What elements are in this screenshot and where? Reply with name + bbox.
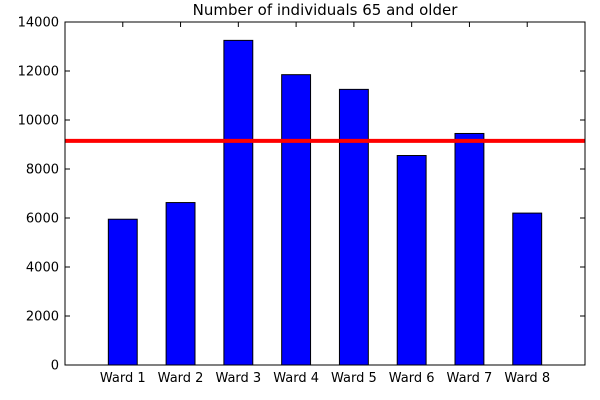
- y-tick-label: 8000: [26, 163, 59, 178]
- x-tick-label: Ward 2: [158, 371, 204, 386]
- bar-series: [107, 39, 543, 366]
- bar-ward-5: [338, 88, 369, 366]
- x-tick-label: Ward 7: [447, 371, 493, 386]
- y-tick-label: 6000: [26, 212, 59, 227]
- bar-ward-7: [454, 132, 485, 366]
- bar-ward-6: [396, 155, 427, 366]
- bar-ward-3: [223, 39, 254, 366]
- y-axis: 0 2000 4000 6000 8000 10000 12000 14000: [18, 16, 585, 374]
- y-tick-label: 14000: [18, 16, 59, 31]
- bar-ward-8: [512, 212, 543, 366]
- x-axis: Ward 1 Ward 2 Ward 3 Ward 4 Ward 5 Ward 6 Ward…: [100, 22, 550, 386]
- y-tick-label: 4000: [26, 261, 59, 276]
- bar-ward-4: [281, 74, 312, 366]
- x-tick-label: Ward 5: [331, 371, 377, 386]
- y-tick-label: 12000: [18, 65, 59, 80]
- x-tick-label: Ward 3: [215, 371, 261, 386]
- y-tick-label: 0: [51, 359, 59, 374]
- chart-title: Number of individuals 65 and older: [193, 1, 459, 19]
- bar-ward-2: [165, 202, 196, 366]
- bar-ward-1: [107, 218, 138, 366]
- x-tick-label: Ward 8: [504, 371, 550, 386]
- y-tick-label: 10000: [18, 114, 59, 129]
- x-tick-label: Ward 4: [273, 371, 319, 386]
- x-tick-label: Ward 6: [389, 371, 435, 386]
- y-tick-label: 2000: [26, 310, 59, 325]
- plot-frame: [64, 21, 586, 366]
- x-tick-label: Ward 1: [100, 371, 146, 386]
